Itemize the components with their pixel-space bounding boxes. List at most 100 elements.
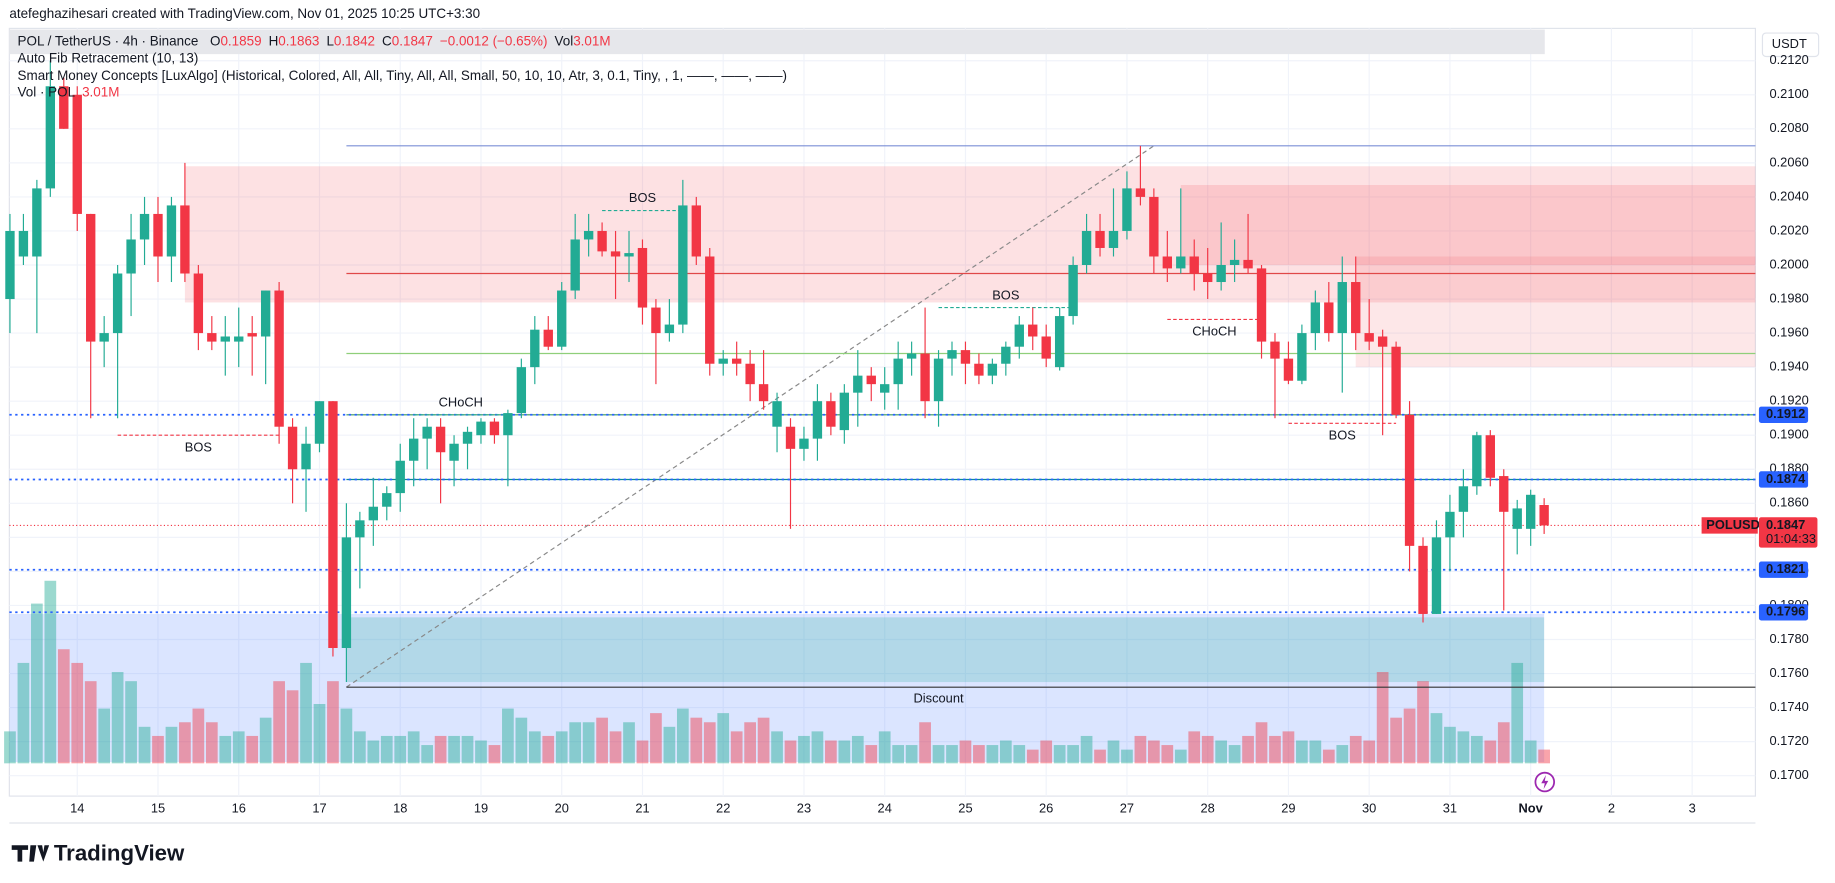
level-label: 0.1796 (1766, 604, 1805, 619)
volume-bar (919, 722, 931, 764)
volume-bar (851, 735, 864, 764)
zone (9, 613, 1545, 763)
volume-bar (528, 731, 541, 764)
x-tick-label: 19 (474, 800, 488, 815)
candle-body (853, 375, 863, 393)
volume-bar (1403, 708, 1416, 764)
x-tick-label: 23 (797, 800, 811, 815)
candle-body (893, 358, 903, 385)
indicator-name: Vol · POL (18, 84, 76, 99)
volume-bar (1322, 749, 1335, 764)
volume-bar (946, 745, 958, 764)
volume-bar (1470, 735, 1483, 764)
candle-body (45, 86, 56, 189)
y-tick-label: 0.1900 (1769, 427, 1808, 442)
candle-body (1337, 282, 1347, 334)
zone (184, 166, 1756, 303)
candle-body (1122, 188, 1132, 231)
y-tick-label: 0.2100 (1769, 86, 1808, 101)
volume-bar (286, 690, 299, 764)
volume-bar (17, 662, 30, 764)
volume-bar (1107, 740, 1120, 764)
candle-body (651, 307, 661, 334)
candle-body (530, 329, 540, 368)
candle-body (207, 333, 217, 342)
change: −0.0012 (−0.65%) (440, 33, 548, 48)
candle-body (435, 426, 446, 453)
candle-body (1001, 346, 1011, 364)
volume-bar (1053, 745, 1066, 764)
candle-body (126, 239, 136, 274)
x-tick-label: 15 (151, 800, 165, 815)
candle-body (1525, 494, 1536, 529)
volume-bar (838, 740, 851, 764)
candle-body (745, 363, 755, 385)
x-tick-label: 14 (70, 800, 84, 815)
candle-body (1081, 230, 1092, 266)
volume-bar (1282, 731, 1295, 764)
volume-bar (690, 717, 703, 764)
level-badge (1758, 604, 1809, 621)
volume-bar (1484, 740, 1497, 764)
candle-body (1297, 333, 1307, 381)
volume-bar (84, 681, 97, 764)
volume-bar (434, 735, 447, 764)
candle-body (1028, 324, 1038, 337)
indicator: Smart Money Concepts [LuxAlgo] (Historic… (18, 68, 787, 83)
candle-body (947, 350, 957, 359)
credit: atefeghazihesari created with TradingVie… (9, 6, 480, 21)
volume-bar (609, 731, 622, 764)
candle-body (974, 363, 984, 376)
volume-bar (1497, 722, 1510, 764)
candle-body (1068, 265, 1078, 317)
volume-bar (4, 731, 16, 764)
volume-bar (1067, 745, 1079, 764)
l-value: 0.1842 (334, 33, 375, 48)
overlays: BOS CHoCH BOS BOS CHoCH BOS (9, 145, 1756, 688)
x-tick-label: 27 (1120, 800, 1134, 815)
y-tick-label: 0.1700 (1769, 767, 1808, 782)
currency-box[interactable] (1761, 32, 1820, 58)
volume-bar (71, 662, 84, 764)
vol-label: Vol (555, 33, 574, 48)
y-tick-label: 0.2040 (1769, 188, 1808, 203)
candle-body (1243, 259, 1253, 269)
volume-bar (1349, 735, 1362, 764)
volume-bar (1188, 731, 1201, 764)
volume-bar (300, 662, 312, 764)
volume-bar (825, 740, 837, 764)
y-tick-label: 0.1760 (1769, 665, 1808, 680)
volume-bar (394, 735, 407, 764)
candle-body (1270, 341, 1280, 359)
o-value: 0.1859 (220, 33, 261, 48)
candle-body (664, 324, 675, 334)
volume-bar (1538, 749, 1550, 764)
candle-body (328, 401, 338, 649)
price-label: 0.1847 (1766, 517, 1805, 532)
volume-bar (98, 708, 111, 764)
candle-body (583, 230, 594, 240)
candle-body (409, 438, 419, 461)
volume-bar (892, 745, 905, 764)
volume-bar (1430, 713, 1443, 764)
volume-bar (636, 740, 649, 764)
volume-bar (703, 722, 716, 764)
volume-bar (327, 681, 339, 764)
candle-body (624, 253, 634, 257)
candle-body (543, 329, 553, 347)
volume-bar (878, 731, 891, 764)
volume-bar (1121, 749, 1133, 764)
volume-bar (1134, 735, 1147, 764)
candle-body (166, 205, 177, 257)
candle-body (341, 537, 352, 649)
candle-body (1472, 435, 1482, 487)
volume-bar (811, 731, 824, 764)
y-axis: 0.17000.17200.17400.17600.17800.18000.18… (1701, 52, 1818, 782)
legend: POL / TetherUS · 4h · Binance O0.1859 H0.1… (18, 33, 611, 48)
y-tick-label: 0.1960 (1769, 324, 1808, 339)
structure-label: BOS (629, 190, 656, 205)
volume-bar (219, 735, 232, 764)
volume-bar (192, 708, 205, 764)
candle-body (1014, 324, 1024, 347)
volume-bar (1417, 681, 1429, 764)
